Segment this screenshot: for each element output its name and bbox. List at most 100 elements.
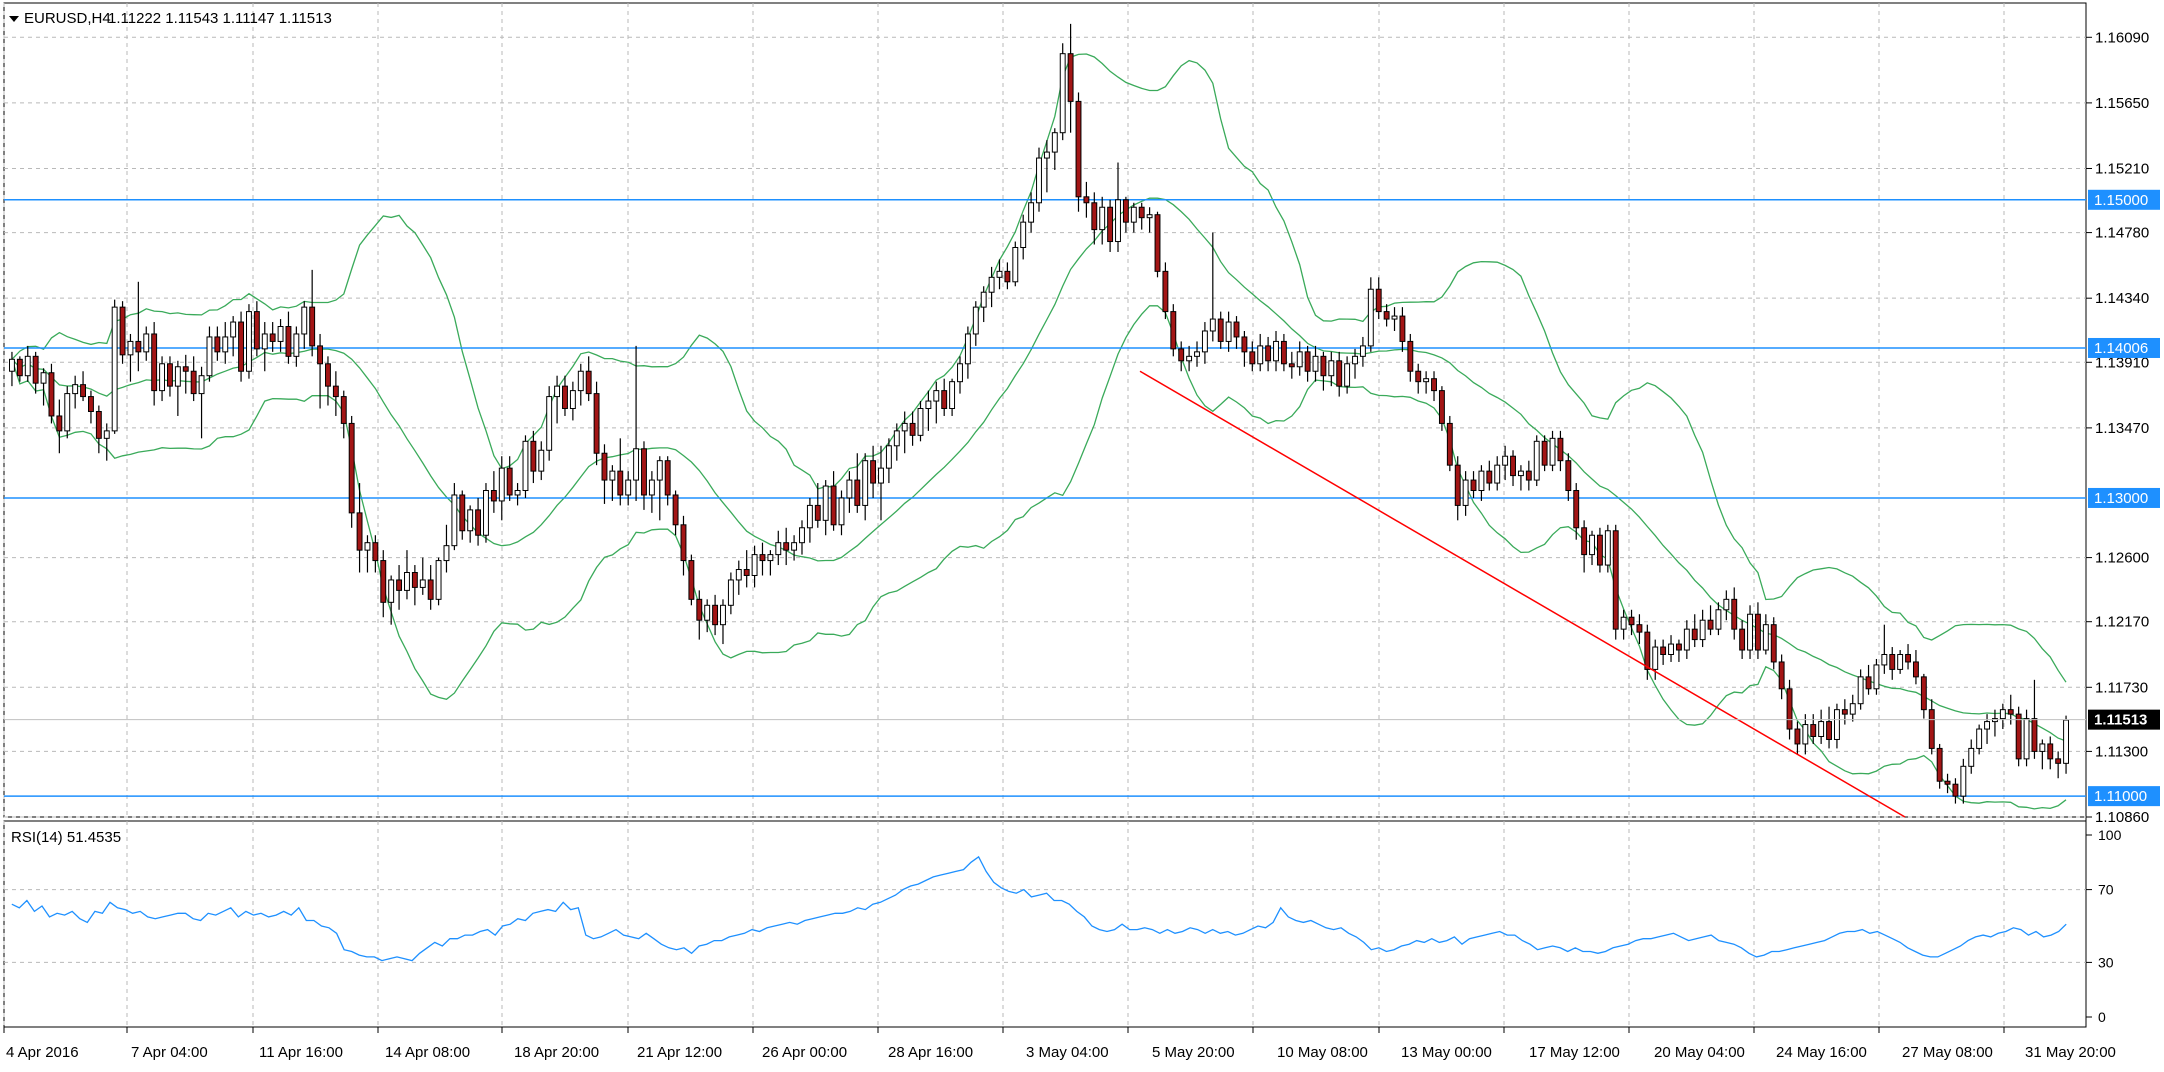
candle-body-bear — [1754, 613, 1761, 651]
candle — [870, 445, 877, 498]
candle-body-bear — [641, 448, 647, 496]
candle — [490, 471, 497, 513]
candle — [1589, 530, 1595, 566]
candle — [1628, 609, 1635, 636]
candle-body-bear — [1122, 199, 1129, 223]
candle — [1359, 336, 1366, 367]
candle-body-bull — [1478, 470, 1485, 492]
candle — [1636, 614, 1643, 645]
candle — [1067, 23, 1074, 133]
candle-body-bull — [1818, 721, 1825, 737]
candle-body-bull — [1209, 318, 1216, 332]
candle-body-bull — [1186, 355, 1193, 362]
candle-body-bear — [1178, 348, 1185, 362]
trendline-layer[interactable] — [1139, 370, 1906, 818]
candle-body-bear — [1407, 340, 1414, 372]
candle-body-bear — [1336, 360, 1343, 387]
candle — [1596, 527, 1603, 573]
candle — [1107, 199, 1114, 252]
candle-body-bull — [901, 422, 908, 432]
candle — [1920, 673, 1927, 719]
candle-body-bull — [751, 554, 758, 576]
candle-body-bear — [1415, 370, 1422, 383]
candle — [1265, 336, 1272, 372]
candle — [577, 363, 584, 406]
candle-body-bull — [735, 569, 742, 581]
candle-body-bull — [1897, 653, 1904, 670]
candle — [364, 535, 371, 573]
candle — [159, 356, 166, 402]
candle — [317, 333, 324, 409]
candle — [569, 381, 576, 421]
trendline[interactable] — [1139, 370, 1906, 818]
level-price-tag[interactable] — [2088, 786, 2160, 807]
candle-body-bear — [1612, 530, 1619, 630]
price-tick-label: 1.15650 — [2095, 95, 2149, 112]
candle — [806, 497, 813, 543]
candle — [380, 550, 387, 618]
candle — [1186, 345, 1193, 372]
candle-body-bull — [1517, 470, 1524, 477]
candle-body-bull — [1043, 151, 1050, 159]
candles — [9, 23, 2069, 804]
candle — [467, 505, 474, 543]
candle-body-bull — [1549, 437, 1556, 466]
candle-body-bull — [1036, 157, 1042, 204]
candle — [88, 390, 94, 424]
candle-body-bull — [546, 396, 553, 451]
candle-body-bear — [1265, 345, 1272, 362]
candle — [988, 266, 995, 308]
candle-body-bear — [680, 524, 687, 562]
candle — [609, 465, 616, 501]
candle-body-bear — [1320, 355, 1327, 377]
rsi-line — [11, 855, 2067, 962]
candle-body-bear — [135, 340, 142, 353]
candle — [127, 333, 134, 382]
horizontal-levels[interactable] — [4, 199, 2086, 797]
candle-body-bear — [1596, 534, 1603, 566]
candle-body-bull — [957, 363, 963, 383]
candle-body-bull — [569, 390, 576, 410]
candle — [1770, 617, 1777, 670]
candle — [1762, 614, 1769, 655]
level-price-tag[interactable] — [2088, 487, 2160, 508]
dropdown-triangle-icon[interactable] — [9, 16, 19, 22]
candle — [72, 375, 79, 409]
candle — [980, 286, 987, 323]
candle — [696, 590, 703, 640]
candle-body-bear — [380, 560, 387, 603]
candle-body-bull — [1099, 206, 1106, 231]
candle — [325, 356, 331, 406]
level-price-tag[interactable] — [2088, 189, 2160, 210]
candle-body-bear — [1889, 653, 1896, 670]
candle — [1383, 304, 1390, 327]
candle — [1675, 639, 1682, 662]
candle — [396, 565, 403, 610]
candle-body-bull — [222, 336, 229, 353]
candle — [751, 545, 758, 588]
candle-body-bear — [1770, 624, 1777, 663]
candle — [759, 542, 766, 576]
candle — [893, 423, 900, 461]
candle-body-bear — [269, 333, 276, 342]
price-tick-label: 1.11730 — [2095, 679, 2148, 696]
level-price-tag[interactable] — [2088, 337, 2160, 358]
candle — [767, 550, 774, 576]
candle — [24, 345, 31, 382]
time-axis-label: 17 May 12:00 — [1529, 1044, 1620, 1061]
candle-body-bull — [1115, 199, 1121, 243]
candle — [799, 520, 805, 555]
candle — [1849, 694, 1856, 722]
candle-body-bear — [1399, 315, 1406, 342]
candle-body-bear — [672, 494, 679, 526]
candle-body-bear — [1083, 196, 1090, 204]
candle — [917, 401, 924, 442]
candle-body-bull — [1984, 721, 1990, 730]
price-tick-label: 1.14780 — [2095, 225, 2149, 242]
candle — [1399, 307, 1406, 352]
candle — [1604, 524, 1611, 573]
candle — [1968, 739, 1975, 774]
time-axis-label: 21 Apr 12:00 — [637, 1044, 722, 1061]
